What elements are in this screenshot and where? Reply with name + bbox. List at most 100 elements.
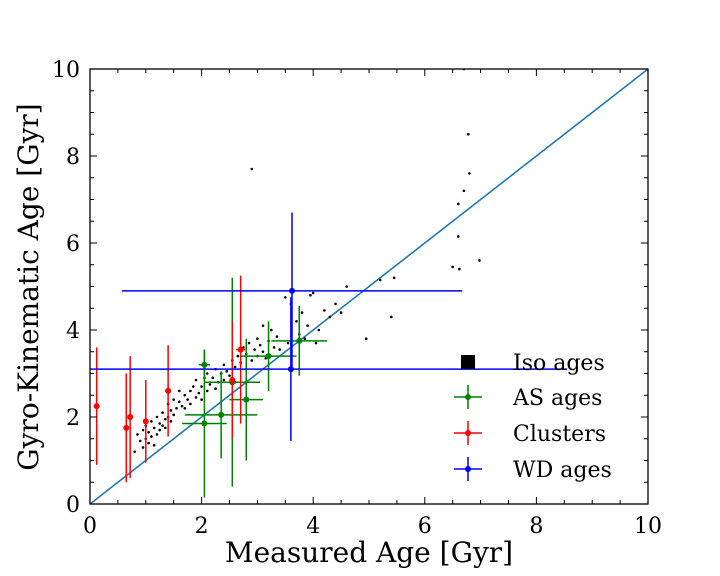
iso-age-point (317, 328, 321, 332)
y-tick-label: 6 (66, 232, 80, 257)
iso-age-point (172, 398, 175, 401)
x-tick-label: 8 (529, 514, 543, 539)
cluster-point (123, 424, 130, 431)
one-to-one-line (90, 69, 648, 504)
iso-age-point (250, 359, 254, 362)
iso-age-point (458, 267, 461, 271)
iso-age-point (138, 439, 142, 443)
iso-age-point (334, 302, 337, 306)
iso-age-point (311, 291, 315, 295)
iso-age-point (225, 370, 229, 373)
iso-age-point (390, 315, 393, 319)
iso-age-point (175, 407, 178, 410)
iso-age-point (328, 315, 332, 319)
legend-label: Clusters (513, 422, 606, 447)
iso-age-point (194, 396, 198, 399)
iso-age-point (194, 378, 198, 382)
cluster-point (229, 377, 236, 384)
as-age-point (296, 337, 303, 344)
iso-age-point (169, 409, 173, 412)
legend-1-marker (465, 394, 471, 400)
iso-age-point (136, 433, 139, 436)
iso-age-point (191, 385, 195, 388)
iso-age-point (468, 172, 471, 175)
iso-age-point (286, 341, 290, 345)
plot-area (90, 69, 648, 504)
iso-age-point (200, 385, 203, 388)
legend: Iso ages AS ages Clusters WD ages (454, 351, 612, 483)
iso-age-point (270, 328, 273, 332)
iso-age-point (392, 276, 396, 280)
iso-age-point (161, 411, 164, 414)
iso-age-point (261, 324, 265, 327)
as-age-point (201, 420, 208, 427)
iso-age-point (189, 389, 192, 393)
iso-age-point (150, 420, 153, 423)
y-tick-label: 0 (66, 493, 80, 518)
iso-age-point (158, 422, 162, 425)
cluster-point (93, 403, 100, 410)
iso-age-point (323, 309, 326, 312)
cluster-point (237, 346, 244, 353)
cluster-point (142, 418, 149, 425)
x-tick-label: 6 (418, 514, 432, 539)
iso-age-point (155, 433, 159, 436)
y-tick-label: 2 (66, 406, 80, 431)
iso-age-point (309, 293, 312, 297)
iso-age-point (172, 413, 175, 417)
legend-label: Iso ages (513, 351, 605, 376)
iso-age-point (467, 132, 470, 136)
cluster-point (165, 387, 172, 394)
iso-age-point (314, 341, 318, 345)
y-axis-label: Gyro-Kinematic Age [Gyr] (12, 103, 45, 470)
iso-age-point (183, 407, 187, 410)
iso-age-point (152, 443, 156, 447)
iso-age-point (250, 167, 254, 171)
iso-age-point (364, 337, 368, 341)
iso-age-point (228, 374, 231, 377)
x-axis-label: Measured Age [Gyr] (225, 536, 513, 569)
iso-age-point (278, 348, 282, 351)
y-tick-label: 4 (66, 319, 80, 344)
tick-labels: 0 2 4 6 8 10 0 2 4 6 8 10 (52, 58, 662, 539)
iso-age-point (345, 285, 348, 288)
iso-age-point (169, 420, 173, 423)
legend-2-marker (465, 430, 471, 436)
iso-age-point (205, 372, 209, 375)
wd-age-point (287, 366, 294, 373)
iso-age-point (214, 387, 217, 391)
iso-age-point (462, 189, 466, 193)
iso-age-point (150, 435, 153, 438)
y-tick-label: 8 (66, 145, 80, 170)
iso-age-point (222, 363, 226, 367)
iso-age-point (158, 428, 162, 432)
iso-age-point (236, 354, 240, 358)
iso-age-point (141, 428, 145, 432)
iso-age-point (152, 426, 156, 430)
iso-age-point (339, 311, 343, 314)
wd-age-point (288, 287, 295, 294)
iso-age-point (306, 324, 309, 327)
legend-iso-marker (461, 355, 475, 369)
iso-age-point (141, 446, 145, 449)
iso-age-point (247, 341, 251, 345)
y-tick-label: 10 (52, 58, 80, 83)
iso-age-point (451, 265, 455, 269)
iso-age-point (147, 441, 150, 445)
iso-age-point (478, 259, 481, 262)
iso-age-point (164, 426, 167, 430)
iso-age-point (155, 415, 159, 419)
iso-age-point (164, 417, 167, 421)
iso-age-point (161, 424, 164, 428)
iso-age-point (456, 235, 460, 238)
iso-age-point (253, 348, 256, 351)
cluster-point (127, 414, 134, 420)
as-age-point (218, 411, 225, 418)
x-tick-label: 10 (634, 514, 662, 539)
iso-age-point (300, 311, 304, 314)
legend-label: WD ages (513, 458, 612, 483)
iso-age-point (275, 335, 279, 338)
iso-age-point (284, 296, 287, 299)
iso-age-point (378, 278, 382, 282)
